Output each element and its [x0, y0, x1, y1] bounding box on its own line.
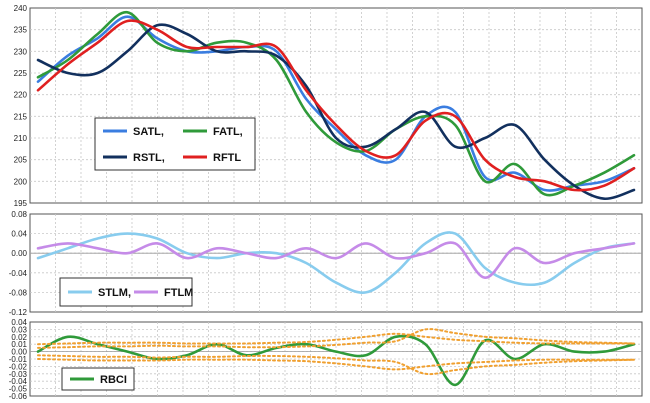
y-tick-label: 0.00: [11, 249, 27, 258]
legend-label: RFTL: [213, 152, 241, 164]
y-tick-label: 0.02: [11, 333, 27, 342]
y-tick-label: 0.04: [11, 318, 27, 327]
y-tick-label: -0.02: [9, 362, 28, 371]
y-tick-label: 225: [14, 69, 28, 78]
price-panel: 240 235 230 225 220 215 210 205 200 195 SATL, FATL,…: [14, 4, 643, 208]
y-tick-label: 240: [14, 4, 28, 13]
y-tick-label: 0.08: [11, 210, 27, 219]
y-tick-label: -0.04: [9, 377, 28, 386]
series-line-band-3: [37, 354, 635, 376]
y-tick-label: 205: [14, 156, 28, 165]
y-tick-label: 0.04: [11, 230, 27, 239]
stlm-ftlm-panel: 0.08 0.04 0.00 -0.04 -0.08 -0.12 STLM, FTLM: [9, 210, 643, 317]
y-tick-label: 0.03: [11, 325, 27, 334]
legend-label: STLM,: [98, 287, 131, 299]
y-tick-label: -0.03: [9, 370, 28, 379]
y-tick-label: 235: [14, 26, 28, 35]
legend-box: [61, 367, 135, 391]
rbci-panel: 0.040.030.020.010.00-0.01-0.02-0.03-0.04…: [9, 318, 643, 401]
y-tick-label: 215: [14, 112, 28, 121]
y-tick-label: -0.12: [9, 308, 28, 317]
legend-label: FTLM: [164, 287, 193, 299]
legend-label: FATL,: [213, 126, 243, 138]
legend: RBCI: [61, 367, 135, 391]
y-tick-label: 195: [14, 199, 28, 208]
y-tick-label: -0.06: [9, 392, 28, 401]
y-tick-label: -0.05: [9, 385, 28, 394]
y-tick-label: 0.00: [11, 348, 27, 357]
y-tick-label: -0.04: [9, 269, 28, 278]
series-line-fatl: [36, 10, 636, 197]
y-tick-label: 230: [14, 47, 28, 56]
legend: SATL, FATL, RSTL, RFTL: [94, 117, 256, 171]
y-tick-label: 210: [14, 134, 28, 143]
legend-box: [94, 117, 256, 171]
y-tick-label: -0.01: [9, 355, 28, 364]
y-tick-label: 220: [14, 91, 28, 100]
y-tick-label: 0.01: [11, 340, 27, 349]
legend-label: RBCI: [100, 374, 127, 386]
y-tick-label: 200: [14, 177, 28, 186]
legend: STLM, FTLM: [59, 277, 193, 307]
y-tick-label: -0.08: [9, 288, 28, 297]
series-line-band-1: [37, 328, 635, 349]
legend-label: SATL,: [133, 126, 164, 138]
legend-label: RSTL,: [133, 152, 165, 164]
